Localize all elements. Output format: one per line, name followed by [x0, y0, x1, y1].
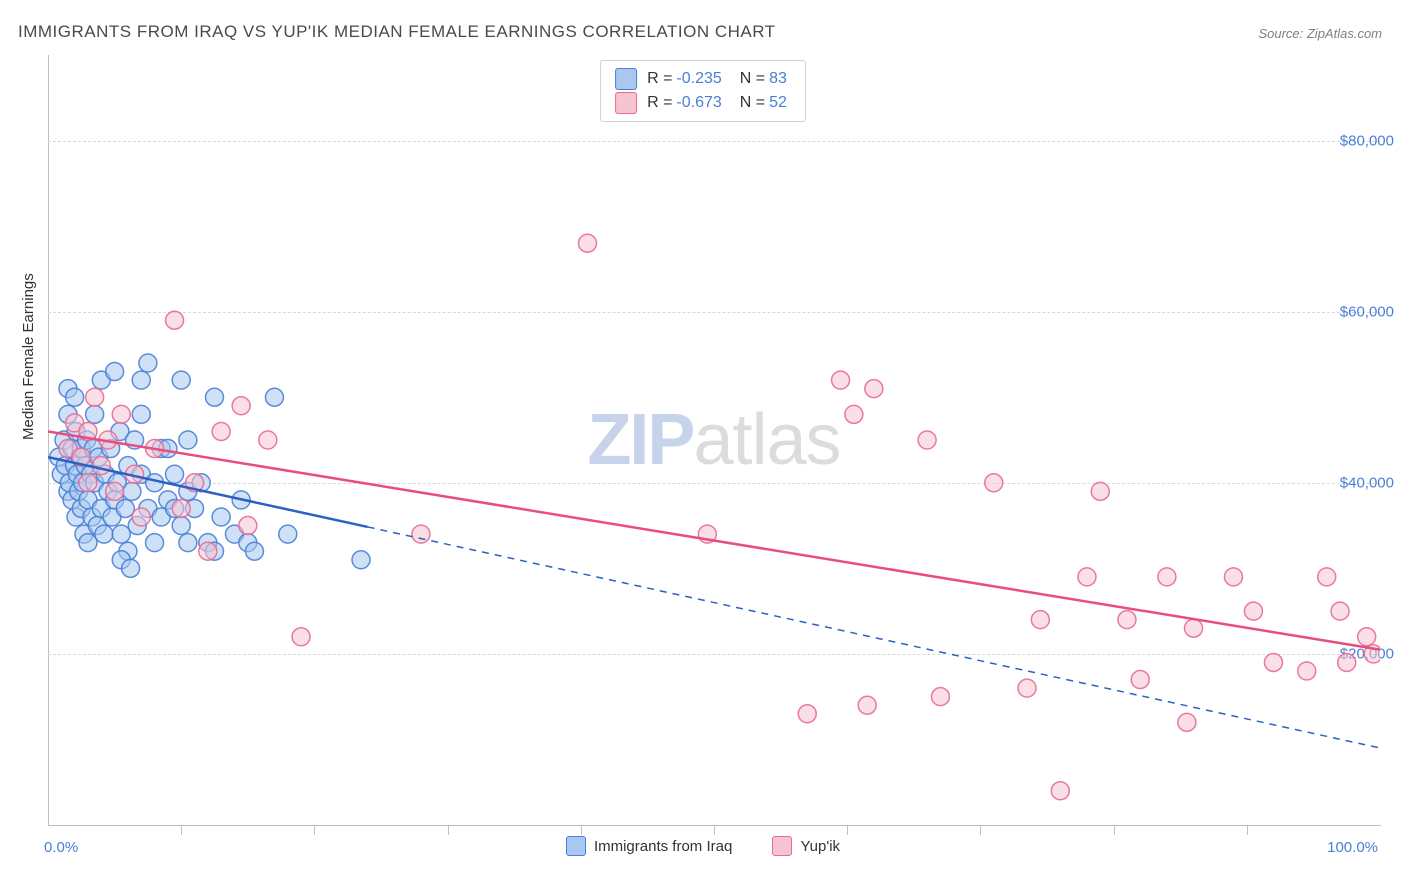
plot-area: ZIPatlas — [48, 55, 1380, 825]
stat-n-iraq: 83 — [769, 67, 787, 91]
swatch-iraq-icon — [566, 836, 586, 856]
stat-r-iraq: -0.235 — [676, 67, 721, 91]
legend-item-iraq: Immigrants from Iraq — [566, 836, 732, 856]
swatch-iraq — [615, 68, 637, 90]
swatch-yupik-icon — [772, 836, 792, 856]
legend-label-iraq: Immigrants from Iraq — [594, 838, 732, 855]
stat-r-label: R = — [647, 67, 672, 91]
legend-row-iraq: R = -0.235 N = 83 — [615, 67, 791, 91]
plot-svg — [48, 55, 1380, 825]
source-label: Source: ZipAtlas.com — [1258, 26, 1382, 41]
stat-r-yupik: -0.673 — [676, 91, 721, 115]
stat-n-yupik: 52 — [769, 91, 787, 115]
correlation-legend: R = -0.235 N = 83 R = -0.673 N = 52 — [600, 60, 806, 122]
chart-title: IMMIGRANTS FROM IRAQ VS YUP'IK MEDIAN FE… — [18, 22, 776, 42]
series-legend: Immigrants from Iraq Yup'ik — [0, 836, 1406, 860]
stat-n-label: N = — [740, 91, 765, 115]
chart-container: IMMIGRANTS FROM IRAQ VS YUP'IK MEDIAN FE… — [0, 0, 1406, 892]
legend-item-yupik: Yup'ik — [772, 836, 840, 856]
legend-row-yupik: R = -0.673 N = 52 — [615, 91, 791, 115]
stat-r-label: R = — [647, 91, 672, 115]
stat-n-label: N = — [740, 67, 765, 91]
legend-label-yupik: Yup'ik — [800, 838, 840, 855]
y-axis-label: Median Female Earnings — [20, 273, 37, 440]
swatch-yupik — [615, 92, 637, 114]
